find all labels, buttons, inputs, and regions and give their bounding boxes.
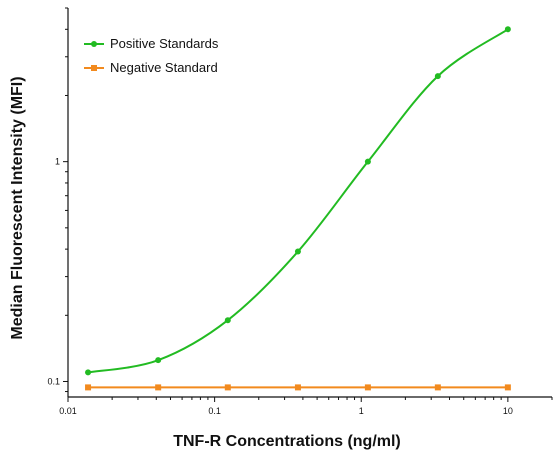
series-1 [85,26,511,376]
legend: Positive Standards Negative Standard [84,36,219,75]
legend-marker [91,41,97,47]
data-point [364,384,371,391]
data-point [155,384,162,391]
data-point [434,384,441,391]
data-point [294,384,301,391]
series-line [87,28,509,374]
series-layer [85,26,511,391]
y-axis-label: Median Fluorescent Intensity (MFI) [9,76,26,339]
axes [67,8,552,398]
data-point [434,73,441,80]
x-axis-label: TNF-R Concentrations (ng/ml) [173,433,401,450]
x-ticks: 0.01 0.1 1 10 [59,397,553,416]
legend-label: Positive Standards [110,36,219,51]
data-point [364,158,371,165]
data-point [155,357,162,364]
data-point [294,248,301,255]
data-point [504,384,511,391]
y-tick-label: 1 [55,157,60,167]
x-tick-label: 10 [503,406,513,416]
data-point [85,384,92,391]
x-tick-label: 1 [359,406,364,416]
legend-label: Negative Standard [110,60,218,75]
series-2 [85,384,511,391]
data-point [504,26,511,33]
x-tick-label: 0.01 [59,406,77,416]
legend-item: Negative Standard [84,60,218,75]
data-point [85,369,92,376]
legend-marker [91,65,97,71]
data-point [224,317,231,324]
x-tick-label: 0.1 [208,406,221,416]
y-ticks: 0.11 [47,7,68,393]
data-point [224,384,231,391]
y-tick-label: 0.1 [47,376,60,386]
legend-item: Positive Standards [84,36,219,51]
